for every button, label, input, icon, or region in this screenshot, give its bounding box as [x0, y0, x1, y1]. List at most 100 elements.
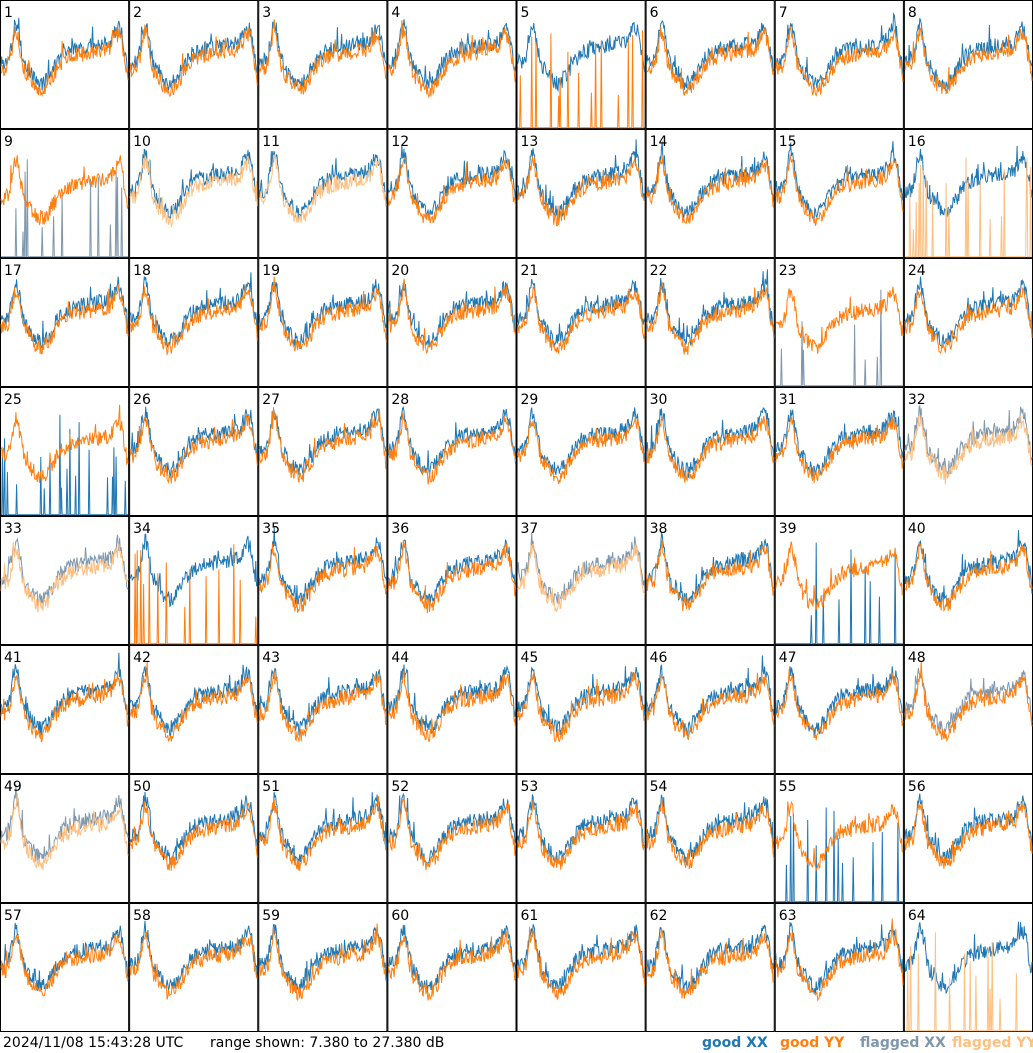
series-yy-line — [259, 543, 387, 614]
series-xx-line — [517, 21, 646, 93]
panel-label: 49 — [4, 779, 22, 795]
series-xx-line — [0, 922, 129, 992]
panel-label: 56 — [908, 779, 926, 795]
spectrum-panel-64: 64 — [903, 903, 1033, 1032]
series-yy-line — [129, 660, 258, 742]
panel-label: 3 — [262, 5, 271, 21]
spectrum-panel-47: 47 — [774, 645, 904, 774]
panel-label: 59 — [262, 908, 280, 924]
series-yy-line — [387, 668, 516, 743]
panel-label: 44 — [391, 650, 409, 666]
series-yy-line — [387, 413, 516, 485]
panel-label: 33 — [4, 521, 22, 537]
series-yy-line — [517, 800, 645, 870]
panel-label: 14 — [650, 134, 668, 150]
series-yy-line — [258, 795, 387, 871]
panel-label: 40 — [908, 521, 926, 537]
series-xx-line — [775, 289, 903, 387]
spectrum-panel-51: 51 — [258, 774, 388, 903]
panel-frame — [387, 129, 517, 258]
series-yy-line — [387, 798, 516, 871]
series-xx-line — [387, 145, 516, 220]
panel-frame — [0, 258, 130, 387]
panel-label: 19 — [262, 263, 280, 279]
panel-label: 43 — [262, 650, 280, 666]
series-xx-line — [129, 920, 258, 991]
series-yy-line — [646, 927, 775, 999]
panel-label: 50 — [133, 779, 151, 795]
panel-label: 12 — [391, 134, 409, 150]
panel-label: 41 — [4, 650, 22, 666]
spectrum-panel-41: 41 — [0, 645, 130, 774]
spectrum-panel-43: 43 — [258, 645, 388, 774]
panel-label: 39 — [779, 521, 797, 537]
series-xx-line — [129, 272, 258, 348]
spectrum-panel-23: 23 — [774, 258, 904, 387]
series-yy-line — [904, 932, 1032, 1032]
spectrum-panel-55: 55 — [774, 774, 904, 903]
panel-frame — [774, 0, 904, 129]
range-readout: range shown: 7.380 to 27.380 dB — [210, 1035, 445, 1051]
series-xx-line — [0, 534, 129, 607]
spectrum-panel-35: 35 — [258, 516, 388, 645]
panel-label: 42 — [133, 650, 151, 666]
series-yy-line — [775, 154, 904, 226]
panel-frame — [129, 387, 259, 516]
panel-frame — [387, 0, 517, 129]
spectrum-panel-45: 45 — [516, 645, 646, 774]
series-yy-line — [904, 157, 1032, 258]
panel-label: 13 — [521, 134, 539, 150]
panel-frame — [258, 774, 388, 903]
panel-frame — [258, 645, 388, 774]
series-xx-line — [387, 539, 516, 603]
series-yy-line — [517, 543, 646, 612]
series-yy-line — [646, 155, 775, 224]
panel-label: 23 — [779, 263, 797, 279]
series-yy-line — [517, 926, 646, 1001]
spectrum-panel-38: 38 — [645, 516, 775, 645]
series-xx-line — [388, 664, 516, 735]
spectrum-panel-61: 61 — [516, 903, 646, 1032]
series-xx-line — [388, 924, 516, 993]
series-yy-line — [646, 540, 775, 612]
series-xx-line — [517, 407, 646, 476]
spectrum-panel-28: 28 — [387, 387, 517, 516]
spectrum-panel-36: 36 — [387, 516, 517, 645]
panel-label: 31 — [779, 392, 797, 408]
panel-frame — [774, 903, 904, 1032]
series-yy-line — [0, 404, 129, 483]
panel-label: 4 — [391, 5, 400, 21]
series-yy-line — [904, 802, 1033, 870]
spectrum-panel-25: 25 — [0, 387, 130, 516]
panel-label: 25 — [4, 392, 22, 408]
spectrum-panel-32: 32 — [903, 387, 1033, 516]
spectrum-panel-46: 46 — [645, 645, 775, 774]
series-yy-line — [0, 283, 129, 355]
series-xx-line — [517, 794, 646, 864]
series-xx-line — [646, 531, 775, 606]
panel-frame — [0, 774, 130, 903]
spectrum-panel-58: 58 — [129, 903, 259, 1032]
panel-label: 46 — [650, 650, 668, 666]
spectrum-panel-49: 49 — [0, 774, 130, 903]
series-yy-line — [129, 800, 258, 871]
panel-frame — [258, 387, 388, 516]
spectrum-panel-33: 33 — [0, 516, 130, 645]
series-yy-line — [129, 284, 258, 357]
series-yy-line — [0, 932, 129, 997]
panel-label: 8 — [908, 5, 917, 21]
spectrum-panel-11: 11 — [258, 129, 388, 258]
series-yy-line — [904, 542, 1033, 613]
series-yy-line — [646, 415, 775, 483]
spectrum-panel-18: 18 — [129, 258, 259, 387]
spectrum-panel-1: 1 — [0, 0, 130, 129]
panel-frame — [516, 645, 646, 774]
series-yy-line — [517, 286, 646, 355]
series-yy-line — [258, 406, 387, 483]
spectrum-panel-44: 44 — [387, 645, 517, 774]
panel-frame — [0, 516, 130, 645]
series-xx-line — [775, 542, 903, 645]
panel-label: 61 — [521, 908, 539, 924]
series-xx-line — [387, 280, 516, 348]
